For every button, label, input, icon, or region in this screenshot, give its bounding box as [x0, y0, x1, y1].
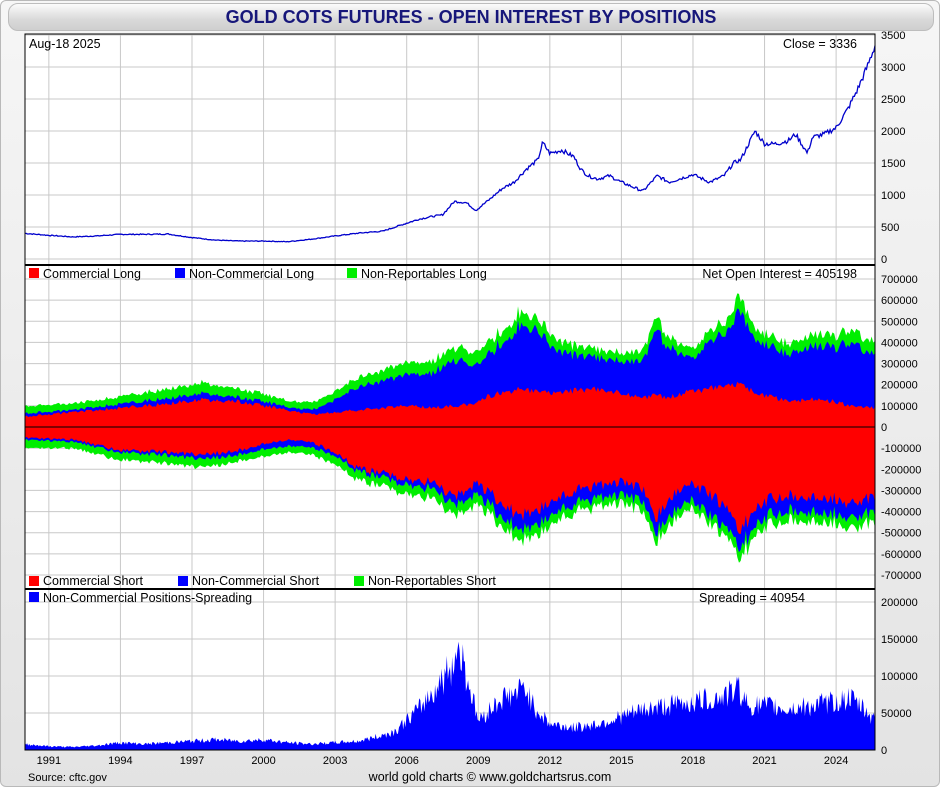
x-tick-label: 2021: [752, 755, 776, 767]
y-tick-label: 0: [881, 745, 887, 757]
price-marks: [25, 45, 876, 243]
legend-commercial-short: Commercial Short: [43, 574, 144, 588]
area-commercial-long: [25, 381, 875, 427]
legend-non-commercial-short: Non-Commercial Short: [192, 574, 320, 588]
y-tick-label: 1500: [881, 158, 905, 170]
area-commercial-short: [25, 427, 875, 534]
y-tick-label: -300000: [881, 485, 921, 497]
net-open-interest-label: Net Open Interest = 405198: [702, 267, 857, 281]
legend-non-commercial-long: Non-Commercial Long: [189, 267, 314, 281]
tick-labels: 1991 1994 1997 2000 2003 2006 2009 2012 2015 2018…: [37, 30, 922, 767]
y-tick-label: 0: [881, 254, 887, 266]
legend-swatch-non-reportables-short: [354, 576, 364, 586]
legend-short: Commercial Short Non-Commercial Short No…: [29, 574, 496, 588]
x-tick-label: 2024: [824, 755, 848, 767]
legend-commercial-long: Commercial Long: [43, 267, 141, 281]
y-tick-label: -500000: [881, 528, 921, 540]
x-tick-label: 1991: [37, 755, 61, 767]
legend-swatch-commercial-short: [29, 576, 39, 586]
y-tick-label: 500: [881, 222, 899, 234]
legend-swatch-non-commercial-short: [178, 576, 188, 586]
y-tick-label: 50000: [881, 708, 912, 720]
x-tick-label: 2006: [394, 755, 418, 767]
legend-swatch-commercial-long: [29, 268, 39, 278]
x-tick-label: 2015: [609, 755, 633, 767]
price-line: [25, 45, 876, 243]
y-tick-label: -700000: [881, 570, 921, 582]
y-tick-label: 3000: [881, 62, 905, 74]
y-tick-label: 1000: [881, 190, 905, 202]
x-tick-label: 2009: [466, 755, 490, 767]
x-tick-label: 1994: [108, 755, 132, 767]
price-panel: [24, 33, 876, 266]
area-non-commercial-long: [25, 308, 875, 427]
y-tick-label: 200000: [881, 380, 918, 392]
y-tick-label: -100000: [881, 443, 921, 455]
x-tick-label: 2018: [681, 755, 705, 767]
y-tick-label: 500000: [881, 316, 918, 328]
x-tick-label: 2000: [251, 755, 275, 767]
x-tick-label: 2012: [538, 755, 562, 767]
y-tick-label: 2000: [881, 126, 905, 138]
legend-swatch-spreading: [29, 592, 39, 602]
legend-spreading: Non-Commercial Positions-Spreading: [43, 591, 252, 605]
y-tick-label: 0: [881, 422, 887, 434]
legend-long: Commercial Long Non-Commercial Long Non-…: [29, 267, 487, 281]
y-tick-label: 600000: [881, 295, 918, 307]
spreading-value-label: Spreading = 40954: [699, 591, 805, 605]
y-tick-label: -600000: [881, 549, 921, 561]
legend-non-reportables-long: Non-Reportables Long: [361, 267, 487, 281]
y-tick-label: 100000: [881, 671, 918, 683]
y-tick-label: 2500: [881, 94, 905, 106]
chart-title: GOLD COTS FUTURES - OPEN INTEREST BY POS…: [8, 3, 934, 31]
x-tick-label: 1997: [180, 755, 204, 767]
plot-border: [24, 33, 876, 751]
price-date-label: Aug-18 2025: [29, 37, 101, 51]
y-tick-label: 700000: [881, 274, 918, 286]
y-tick-label: 100000: [881, 401, 918, 413]
legend-swatch-non-reportables-long: [347, 268, 357, 278]
y-tick-label: 3500: [881, 30, 905, 42]
price-close-label: Close = 3336: [783, 37, 857, 51]
legend-swatch-non-commercial-long: [175, 268, 185, 278]
source-label: Source: cftc.gov: [28, 772, 107, 784]
spreading-marks: [25, 641, 875, 750]
y-tick-label: 400000: [881, 337, 918, 349]
y-tick-label: -200000: [881, 464, 921, 476]
y-tick-label: -400000: [881, 507, 921, 519]
y-tick-label: 300000: [881, 359, 918, 371]
credit-label: world gold charts © www.goldchartsrus.co…: [368, 770, 612, 784]
y-tick-label: 200000: [881, 597, 918, 609]
y-tick-label: 150000: [881, 634, 918, 646]
area-spreading: [25, 641, 875, 750]
legend-non-reportables-short: Non-Reportables Short: [368, 574, 496, 588]
x-tick-label: 2003: [323, 755, 347, 767]
open-interest-marks: [25, 293, 875, 563]
